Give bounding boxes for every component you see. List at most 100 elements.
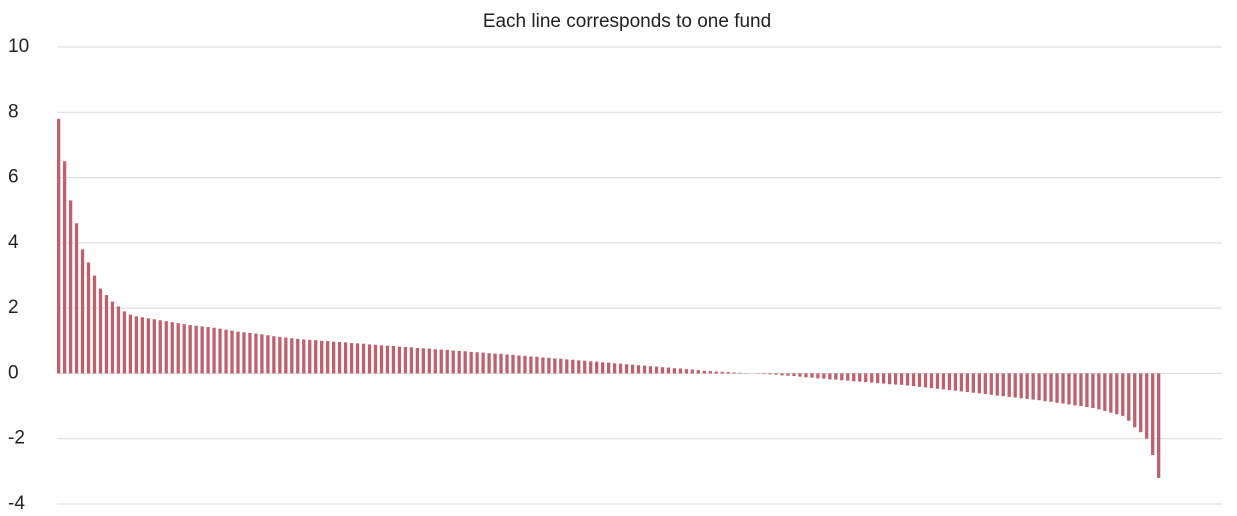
bar [230,330,234,374]
bar [409,347,414,374]
bar [529,356,533,374]
bar [577,360,581,374]
bar [469,351,473,374]
bar [80,249,85,374]
bar [224,329,228,374]
bar [332,341,336,374]
bar [828,373,832,380]
bar [1133,373,1137,428]
bar [290,338,294,374]
bar [62,161,67,374]
bar [164,321,168,374]
bar [57,118,61,374]
bar [1097,373,1101,410]
bar [648,366,653,374]
bar [882,373,886,384]
bar [822,373,826,379]
bar [774,373,778,375]
bar [1067,373,1071,405]
bar [481,352,485,374]
bar [493,353,497,374]
bar [1055,373,1059,403]
bar [983,373,987,394]
bar [786,373,790,376]
bar [212,327,216,374]
bar [929,373,934,389]
bar [272,336,276,374]
bar [923,373,928,388]
bar [947,373,952,391]
bar [834,373,838,380]
bar [953,373,958,391]
bar [965,373,970,393]
bar [864,373,868,383]
bar [505,354,509,374]
bar [1013,373,1017,398]
bar [654,366,659,374]
bar [523,355,527,374]
bar [583,360,587,374]
y-tick-label: 2 [8,297,19,318]
bar [971,373,975,393]
bar [128,314,133,374]
bar [236,331,240,374]
bar [355,343,360,374]
bar [104,295,109,374]
bar [463,351,467,374]
bar [427,348,431,374]
bar [612,363,617,374]
bar [140,317,144,374]
bar [367,344,372,374]
bar [595,361,599,374]
bar [553,358,557,374]
bar [917,373,922,387]
bar [911,373,916,387]
bar [1019,373,1023,399]
bar [1037,373,1041,401]
bar [361,343,366,374]
bar [565,359,569,374]
bar [517,355,521,374]
bar [541,357,545,374]
bar [672,368,677,374]
bar [1061,373,1065,404]
bar [804,373,808,378]
bar [905,373,910,386]
bar [1043,373,1047,402]
y-tick-label: 4 [8,232,19,253]
bar [535,356,539,374]
bar [726,372,730,374]
bar [762,373,766,375]
bar [1049,373,1053,402]
bar [200,326,204,374]
bar [768,373,772,375]
chart-title: Each line corresponds to one fund [483,11,771,32]
bar [86,262,91,374]
bar [708,371,712,374]
bar [840,373,844,381]
bar [146,318,150,374]
bar [421,348,425,374]
bar [511,354,515,374]
bar [559,358,563,374]
bar [720,371,724,374]
bar [1001,373,1005,397]
bar [373,344,378,374]
bar [134,316,139,374]
bar [684,369,689,374]
bar [284,337,288,374]
bar [935,373,940,389]
bar [439,349,443,374]
bar [702,370,706,374]
bar [1145,373,1149,439]
bar [92,275,97,374]
bar [893,373,898,385]
bar [1007,373,1011,397]
bar [487,353,491,374]
bar [589,361,593,374]
bar [320,340,324,374]
bar [337,342,342,374]
bar [1091,373,1095,409]
bar [618,363,623,374]
